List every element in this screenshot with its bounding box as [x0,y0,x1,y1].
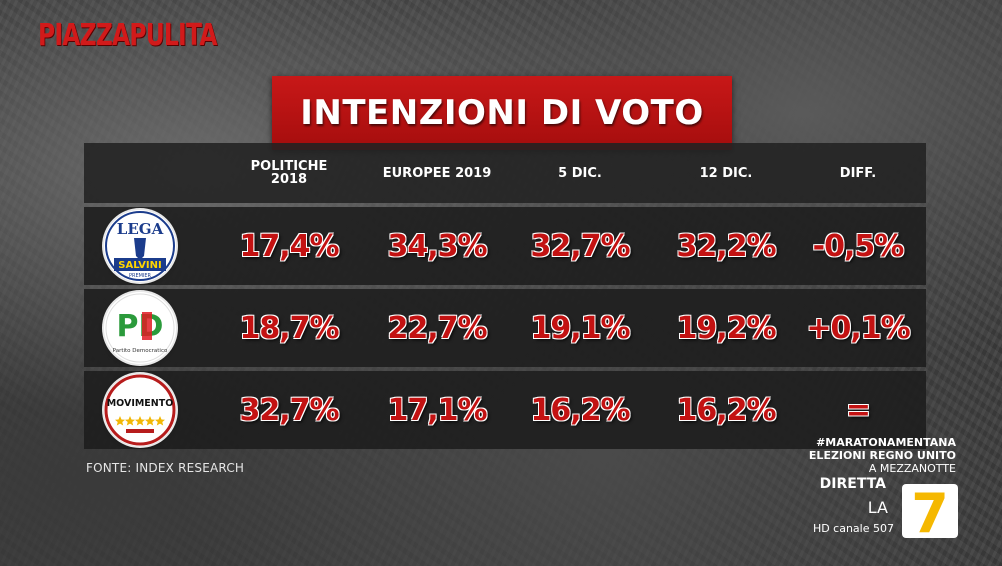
data-cell: 22,7% [387,310,487,346]
data-cell: 18,7% [239,310,339,346]
data-cell: 17,1% [387,392,487,428]
data-cell: 16,2% [676,392,776,428]
hd-channel-label: HD canale 507 [812,522,894,535]
pd-logo: PD Partito Democratico [104,292,176,364]
data-cell: 17,4% [239,228,339,264]
data-cell: 32,7% [530,228,630,264]
lega-logo-text: LEGA [117,220,164,238]
data-cell: 16,2% [530,392,630,428]
column-header: DIFF. [839,165,877,181]
channel-number: 7 [911,484,949,538]
pd-logo-subtitle: Partito Democratico [113,348,168,354]
data-cell: 19,2% [676,310,776,346]
source-note: FONTE: INDEX RESEARCH [86,461,245,475]
data-cell: = [845,392,871,428]
brand-logo: PIAZZAPULITA [38,18,217,53]
lega-logo-premier: PREMIER [129,273,152,279]
data-cell: 19,1% [530,310,630,346]
chart-title-box: INTENZIONI DI VOTO [272,76,732,150]
la7-logo-icon: 7 [902,484,958,538]
poll-table: POLITICHE 2018 EUROPEE 2019 5 DIC. 12 DI… [84,143,926,449]
ticker-hashtag: #MARATONAMENTANA [816,436,956,449]
data-cell: -0,5% [812,228,905,264]
live-label: DIRETTA [819,476,886,492]
table-row: MOVIMENTO 32,7% 17,1% 16,2% 16,2% = [84,371,926,449]
lega-logo: LEGA SALVINI PREMIER [104,210,176,282]
data-cell: 32,7% [239,392,339,428]
data-cell: 32,2% [676,228,776,264]
lega-logo-salvini: SALVINI [118,260,162,271]
m5s-logo: MOVIMENTO [104,374,176,446]
broadcast-badge: DIRETTA LA 7 HD canale 507 [808,476,958,540]
data-cell: +0,1% [806,310,910,346]
chart-title: INTENZIONI DI VOTO [300,93,704,133]
data-cell: 34,3% [387,228,487,264]
channel-label: LA [867,498,888,517]
pd-logo-text: PD [117,309,164,344]
column-header: 5 DIC. [558,165,602,181]
column-header: 12 DIC. [699,165,753,181]
ticker-line: ELEZIONI REGNO UNITO [808,449,956,462]
ticker-line: A MEZZANOTTE [868,462,956,475]
table-row: PD Partito Democratico 18,7% 22,7% 19,1%… [84,289,926,367]
column-header: EUROPEE 2019 [382,165,492,181]
ticker: #MARATONAMENTANA ELEZIONI REGNO UNITO A … [809,436,956,475]
table-header: POLITICHE 2018 EUROPEE 2019 5 DIC. 12 DI… [84,143,926,203]
column-header: POLITICHE 2018 [250,159,328,187]
table-row: LEGA SALVINI PREMIER 17,4% 34,3% 32,7% 3… [84,207,926,285]
m5s-logo-text: MOVIMENTO [107,398,174,409]
